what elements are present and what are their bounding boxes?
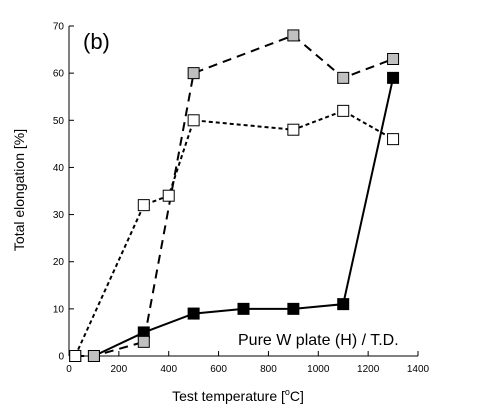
y-tick-label: 40 [53, 163, 65, 174]
data-point-dashed [387, 53, 400, 65]
y-tick-label: 70 [53, 22, 65, 33]
data-point-solid [187, 307, 200, 320]
series-solid-group [87, 71, 400, 362]
axes [68, 26, 418, 357]
data-point-solid [237, 302, 250, 315]
y-tick-label: 20 [53, 257, 65, 268]
data-point-dashed [287, 29, 300, 42]
x-tick-label: 600 [210, 364, 227, 375]
series-dotted-group [69, 104, 400, 362]
x-tick-label: 800 [260, 364, 277, 375]
data-point-dotted [287, 123, 300, 136]
x-tick-label: 1400 [407, 364, 430, 375]
data-point-dotted [337, 104, 350, 117]
x-tick-label: 1200 [357, 364, 380, 375]
series-line-dotted [74, 109, 394, 357]
series-layer [69, 29, 400, 362]
x-tick-label: 400 [160, 364, 177, 375]
x-ticks: 0 200 400 600 800 1000 1200 1400 [66, 351, 430, 375]
y-tick-label: 50 [53, 116, 65, 127]
y-tick-label: 30 [53, 210, 65, 221]
data-point-dotted [69, 350, 82, 362]
data-point-solid [387, 71, 400, 84]
data-point-dotted [137, 199, 150, 212]
y-tick-label: 60 [53, 69, 65, 80]
data-point-dashed [87, 350, 100, 362]
series-dashed-group [69, 29, 400, 362]
y-ticks: 0 10 20 30 40 50 60 70 [53, 22, 74, 363]
data-point-dotted [187, 114, 200, 127]
y-tick-label: 10 [53, 304, 65, 315]
data-point-dotted [387, 133, 400, 146]
data-point-dashed [337, 71, 350, 84]
x-tick-label: 200 [111, 364, 128, 375]
data-point-solid [337, 298, 350, 311]
y-tick-label: 0 [58, 352, 64, 363]
y-axis-label: Total elongation [%] [11, 129, 27, 251]
data-point-dotted [162, 189, 175, 202]
x-tick-label: 0 [66, 364, 72, 375]
chart-annotation: Pure W plate (H) / T.D. [238, 332, 399, 349]
panel-label: (b) [83, 29, 110, 54]
x-tick-label: 1000 [307, 364, 330, 375]
data-point-dashed [137, 335, 150, 348]
data-point-dashed [187, 67, 200, 80]
x-axis-label: Test temperature [oC] [172, 387, 304, 404]
data-point-solid [287, 302, 300, 315]
